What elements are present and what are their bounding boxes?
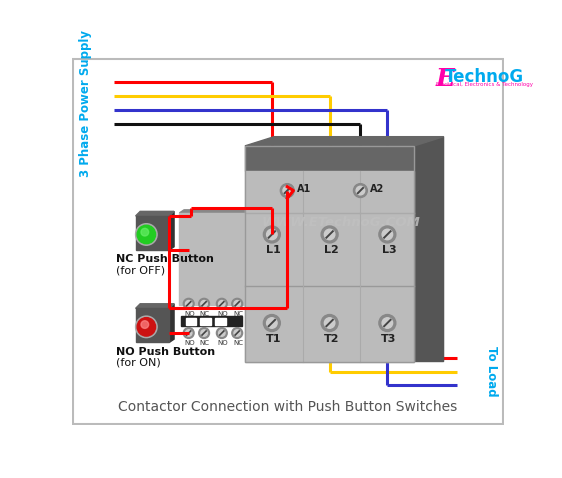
Text: NO: NO (184, 311, 195, 317)
Circle shape (266, 318, 277, 328)
Circle shape (199, 298, 210, 309)
Bar (135, 308, 170, 342)
Bar (245, 146, 414, 171)
Text: WWW.ETechnoG.COM: WWW.ETechnoG.COM (262, 217, 420, 229)
Circle shape (137, 225, 156, 244)
Circle shape (199, 327, 210, 338)
Circle shape (379, 226, 396, 243)
Text: NO: NO (217, 340, 228, 346)
Circle shape (141, 228, 149, 236)
Circle shape (219, 330, 225, 336)
Text: NC: NC (233, 311, 243, 317)
Text: T1: T1 (266, 334, 281, 344)
Polygon shape (245, 137, 443, 146)
Circle shape (382, 318, 393, 328)
Text: NC: NC (200, 311, 210, 317)
Bar (181, 316, 242, 326)
Circle shape (379, 315, 396, 331)
Bar (245, 213, 414, 286)
Text: A2: A2 (370, 184, 384, 194)
Circle shape (264, 315, 280, 331)
Text: (for ON): (for ON) (116, 358, 160, 368)
Circle shape (135, 224, 157, 245)
Bar (185, 317, 196, 325)
Circle shape (216, 327, 227, 338)
Circle shape (183, 298, 194, 309)
Polygon shape (414, 137, 443, 361)
Polygon shape (135, 211, 174, 216)
Circle shape (232, 327, 243, 338)
Circle shape (356, 186, 365, 195)
Text: NO Push Button: NO Push Button (116, 347, 215, 357)
Circle shape (234, 301, 241, 307)
Circle shape (266, 229, 277, 239)
Circle shape (353, 184, 368, 197)
Text: L2: L2 (324, 245, 338, 255)
Circle shape (201, 301, 207, 307)
Bar (245, 216, 250, 308)
Circle shape (183, 327, 194, 338)
Text: Contactor Connection with Push Button Switches: Contactor Connection with Push Button Sw… (119, 400, 457, 414)
Circle shape (324, 229, 335, 239)
Circle shape (185, 301, 192, 307)
Text: NC: NC (233, 340, 243, 346)
Text: NC Push Button: NC Push Button (116, 254, 214, 264)
Text: T3: T3 (381, 334, 397, 344)
Circle shape (321, 315, 338, 331)
Text: NO: NO (184, 340, 195, 346)
Bar (245, 286, 414, 361)
Bar (245, 171, 414, 213)
Text: A1: A1 (297, 184, 311, 194)
Text: TechnoG: TechnoG (445, 68, 524, 86)
Text: NO: NO (217, 311, 228, 317)
Text: L3: L3 (382, 245, 396, 255)
Circle shape (324, 318, 335, 328)
Circle shape (185, 330, 192, 336)
Polygon shape (170, 304, 174, 342)
Circle shape (264, 226, 280, 243)
Bar (135, 216, 170, 250)
Circle shape (201, 330, 207, 336)
Bar (245, 146, 414, 361)
Polygon shape (170, 211, 174, 250)
Circle shape (232, 298, 243, 309)
Bar (200, 317, 211, 325)
Circle shape (137, 317, 156, 336)
Text: NC: NC (200, 340, 210, 346)
Text: 3 Phase Power Supply: 3 Phase Power Supply (79, 30, 92, 177)
Circle shape (216, 298, 227, 309)
Text: To Load: To Load (485, 346, 498, 397)
Bar (179, 213, 245, 305)
Circle shape (135, 316, 157, 337)
Circle shape (234, 330, 241, 336)
Circle shape (382, 229, 393, 239)
Circle shape (141, 321, 149, 328)
Text: Electrical, Electronics & Technology: Electrical, Electronics & Technology (436, 82, 533, 87)
Polygon shape (135, 304, 174, 308)
Text: L1: L1 (266, 245, 281, 255)
Bar (215, 317, 226, 325)
Text: E: E (436, 66, 455, 91)
Polygon shape (179, 210, 250, 213)
Circle shape (321, 226, 338, 243)
Circle shape (219, 301, 225, 307)
Circle shape (280, 184, 294, 197)
Text: (for OFF): (for OFF) (116, 265, 165, 275)
Circle shape (283, 186, 292, 195)
Text: T2: T2 (323, 334, 339, 344)
